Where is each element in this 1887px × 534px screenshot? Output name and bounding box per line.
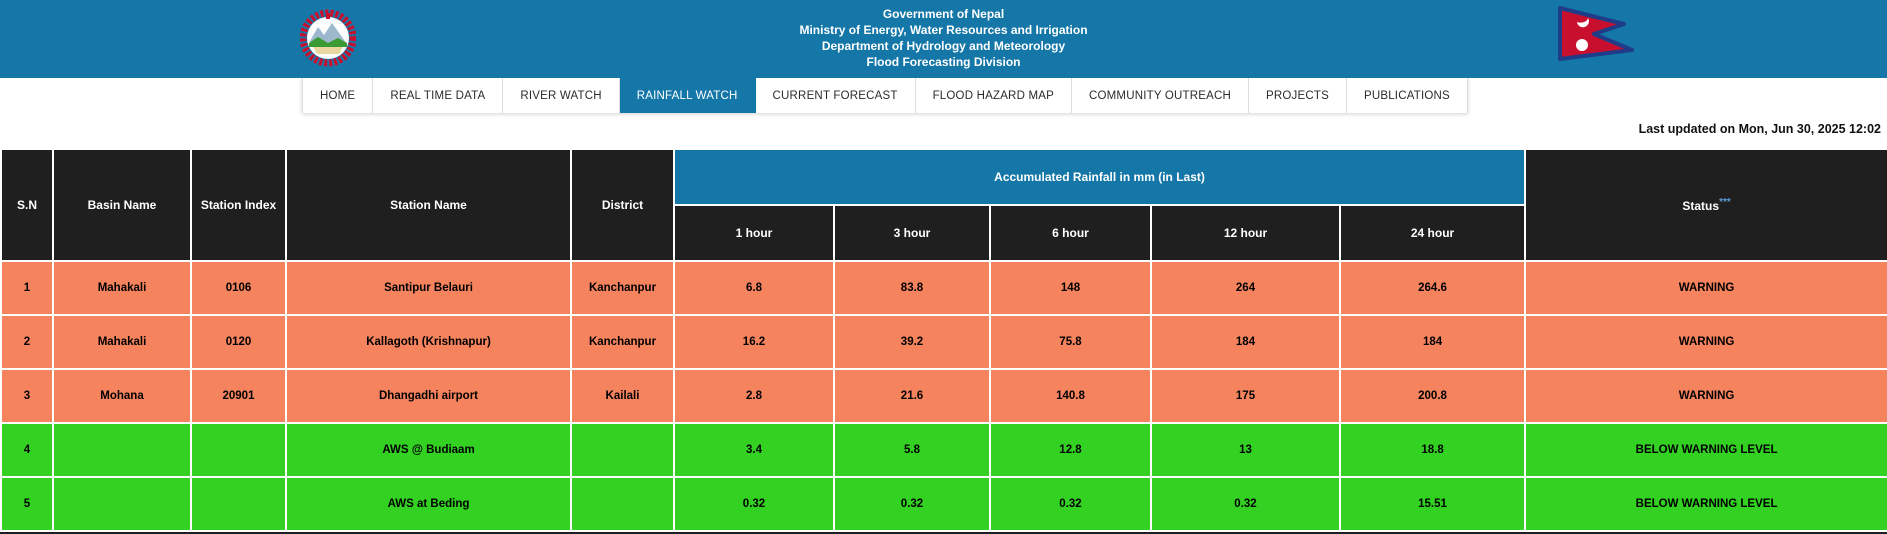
cell-rain-1h: 16.2 [673,314,835,370]
col-header-24-hour: 24 hour [1338,204,1527,262]
cell-rain-3h: 21.6 [833,368,991,424]
col-header-1-hour: 1 hour [673,204,835,262]
nav-tab-river-watch[interactable]: RIVER WATCH [503,78,620,113]
col-header-6-hour: 6 hour [989,204,1152,262]
table-row: 4 AWS @ Budiaam 3.4 5.8 12.8 13 18.8 BELOW WARN… [0,422,1887,478]
cell-rain-24h: 15.51 [1338,476,1527,532]
table-row: 5 AWS at Beding 0.32 0.32 0.32 0.32 15.51 BELOW… [0,476,1887,532]
cell-rain-6h: 140.8 [989,368,1152,424]
nav-tab-rainfall-watch[interactable]: RAINFALL WATCH [619,78,756,113]
cell-status: WARNING [1524,314,1887,370]
cell-rain-3h: 39.2 [833,314,991,370]
nepal-government-emblem-icon [299,7,357,74]
cell-rain-6h: 148 [989,260,1152,316]
status-label: Status [1682,199,1720,213]
cell-basin: Mohana [52,368,192,424]
cell-rain-1h: 2.8 [673,368,835,424]
col-header-3-hour: 3 hour [833,204,991,262]
cell-sn: 3 [0,368,54,424]
cell-district [570,476,675,532]
cell-rain-12h: 13 [1150,422,1341,478]
cell-rain-12h: 175 [1150,368,1341,424]
nav-tab-current-forecast[interactable]: CURRENT FORECAST [755,78,916,113]
cell-basin: Mahakali [52,260,192,316]
cell-station-index [190,422,287,478]
cell-rain-24h: 200.8 [1338,368,1527,424]
nav-tab-home[interactable]: HOME [302,78,374,113]
cell-rain-1h: 3.4 [673,422,835,478]
cell-basin [52,422,192,478]
table-row: 3 Mohana 20901 Dhangadhi airport Kailali 2.8 2… [0,368,1887,424]
cell-station-name: Dhangadhi airport [285,368,572,424]
cell-station-name: AWS @ Budiaam [285,422,572,478]
nav-tabs: HOME REAL TIME DATA RIVER WATCH RAINFALL WA… [302,78,1468,113]
top-banner: Government of Nepal Ministry of Energy, … [0,0,1887,78]
cell-station-index [190,476,287,532]
main-nav: HOME REAL TIME DATA RIVER WATCH RAINFALL WA… [0,78,1887,113]
cell-rain-1h: 6.8 [673,260,835,316]
gov-line-2: Ministry of Energy, Water Resources and … [799,23,1088,37]
rainfall-watch-table: S.N Basin Name Station Index Station Nam… [0,148,1887,532]
cell-station-index: 0106 [190,260,287,316]
col-header-station-name: Station Name [285,148,572,262]
last-updated: Last updated on Mon, Jun 30, 2025 12:02 [1638,122,1881,136]
cell-rain-6h: 75.8 [989,314,1152,370]
cell-status: WARNING [1524,260,1887,316]
col-header-basin-name: Basin Name [52,148,192,262]
cell-rain-24h: 184 [1338,314,1527,370]
cell-station-index: 0120 [190,314,287,370]
cell-status: BELOW WARNING LEVEL [1524,476,1887,532]
col-header-12-hour: 12 hour [1150,204,1341,262]
cell-status: BELOW WARNING LEVEL [1524,422,1887,478]
gov-line-4: Flood Forecasting Division [866,55,1021,69]
cell-status: WARNING [1524,368,1887,424]
cell-rain-1h: 0.32 [673,476,835,532]
cell-rain-6h: 12.8 [989,422,1152,478]
cell-district: Kanchanpur [570,260,675,316]
cell-district [570,422,675,478]
cell-station-name: Santipur Belauri [285,260,572,316]
nav-tab-flood-hazard-map[interactable]: FLOOD HAZARD MAP [915,78,1072,113]
col-header-station-index: Station Index [190,148,287,262]
cell-district: Kanchanpur [570,314,675,370]
nepal-flag-icon [1552,3,1647,68]
nav-tab-projects[interactable]: PROJECTS [1249,78,1347,113]
cell-basin [52,476,192,532]
cell-sn: 4 [0,422,54,478]
cell-rain-24h: 264.6 [1338,260,1527,316]
cell-station-name: Kallagoth (Krishnapur) [285,314,572,370]
gov-line-1: Government of Nepal [882,7,1005,21]
cell-rain-3h: 5.8 [833,422,991,478]
cell-station-index: 20901 [190,368,287,424]
col-header-accumulated-rainfall: Accumulated Rainfall in mm (in Last) [672,148,1527,206]
cell-sn: 2 [0,314,54,370]
gov-line-3: Department of Hydrology and Meteorology [821,39,1066,53]
nav-tab-real-time-data[interactable]: REAL TIME DATA [373,78,504,113]
cell-district: Kailali [570,368,675,424]
cell-rain-12h: 184 [1150,314,1341,370]
cell-rain-3h: 83.8 [833,260,991,316]
government-title-block: Government of Nepal Ministry of Energy, … [0,6,1887,70]
cell-rain-3h: 0.32 [833,476,991,532]
cell-rain-6h: 0.32 [989,476,1152,532]
status-footnote-marker: *** [1719,197,1731,208]
col-header-sn: S.N [0,148,54,262]
cell-rain-12h: 264 [1150,260,1341,316]
table-row: 2 Mahakali 0120 Kallagoth (Krishnapur) Kanch… [0,314,1887,370]
next-row-edge [0,532,1887,534]
cell-station-name: AWS at Beding [285,476,572,532]
col-header-status: Status*** [1524,148,1887,262]
nav-tab-publications[interactable]: PUBLICATIONS [1346,78,1468,113]
table-row: 1 Mahakali 0106 Santipur Belauri Kanchanpur 6… [0,260,1887,316]
col-header-district: District [570,148,675,262]
cell-sn: 1 [0,260,54,316]
cell-rain-12h: 0.32 [1150,476,1341,532]
cell-basin: Mahakali [52,314,192,370]
cell-rain-24h: 18.8 [1338,422,1527,478]
cell-sn: 5 [0,476,54,532]
nav-tab-community-outreach[interactable]: COMMUNITY OUTREACH [1071,78,1250,113]
